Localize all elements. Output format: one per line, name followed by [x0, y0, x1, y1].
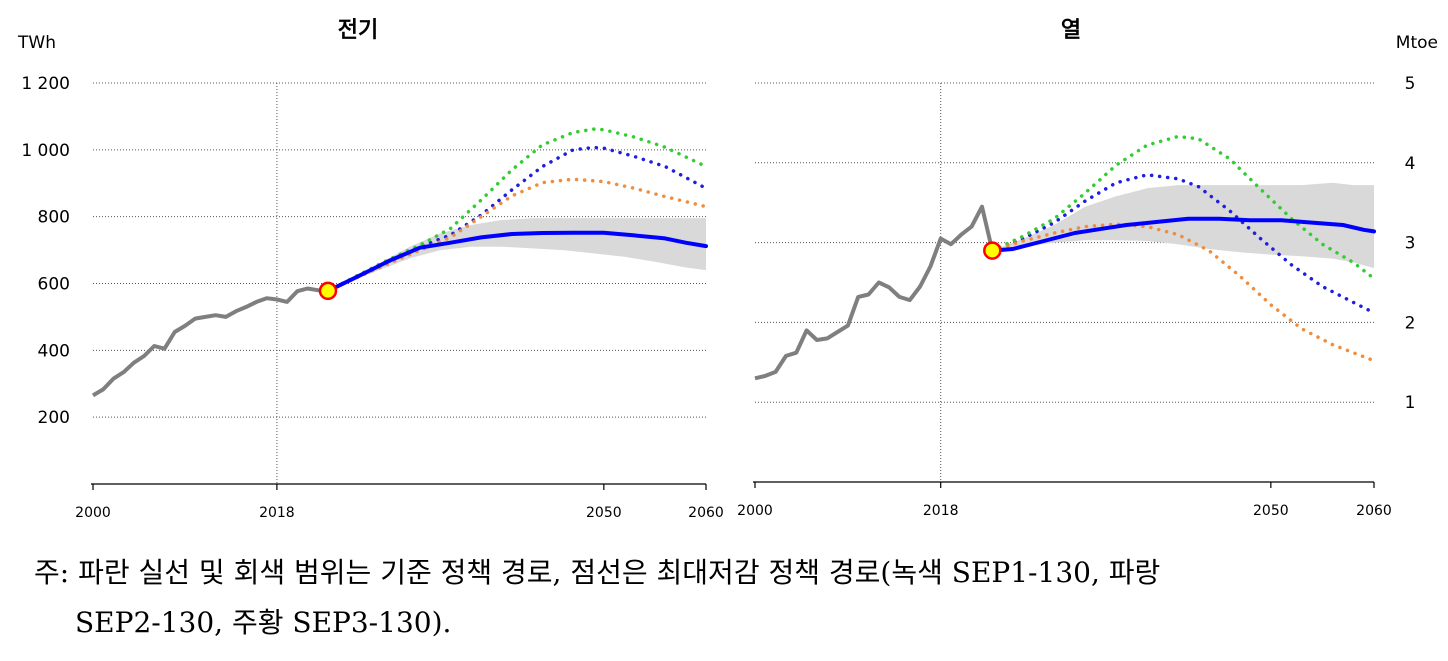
y-axis-unit: TWh [17, 33, 56, 53]
y-tick-label: 200 [38, 408, 70, 428]
y-tick-label: 1 [1405, 393, 1416, 413]
sep1-130-dotted-line [990, 134, 1376, 281]
sep3-130-dotted-line [990, 222, 1376, 363]
historical-line [754, 204, 995, 381]
x-tick-label: 2018 [923, 503, 959, 519]
y-tick-label: 5 [1405, 74, 1416, 94]
y-tick-label: 800 [38, 208, 70, 228]
y-tick-label: 2 [1405, 313, 1416, 333]
heat-panel: 열 Mtoe 1 2 3 4 5 2000 2018 2050 2060 [737, 18, 1438, 519]
y-tick-label: 3 [1405, 234, 1416, 254]
energy-chart: 전기 TWh 200 400 600 800 1 000 1 200 2000 2018 2050 2… [17, 18, 1438, 521]
y-axis-unit: Mtoe [1396, 33, 1438, 53]
x-tick-label: 2000 [75, 505, 111, 521]
y-tick-label: 1 000 [21, 141, 70, 161]
sep2-130-dotted-line [990, 173, 1376, 315]
base-year-marker [983, 241, 1002, 260]
chart-title: 전기 [338, 18, 378, 43]
footnote-line-1: 주: 파란 실선 및 회색 범위는 기준 정책 경로, 점선은 최대저감 정책 … [34, 556, 1161, 589]
base-policy-line [326, 230, 708, 293]
y-tick-label: 400 [38, 341, 70, 361]
base-policy-line [990, 216, 1376, 253]
x-tick-label: 2060 [1356, 503, 1392, 519]
x-tick-label: 2000 [737, 503, 773, 519]
base-policy-range-band [328, 218, 706, 291]
x-tick-label: 2018 [259, 505, 295, 521]
footnote: 주: 파란 실선 및 회색 범위는 기준 정책 경로, 점선은 최대저감 정책 … [34, 548, 1439, 648]
x-tick-label: 2050 [586, 505, 622, 521]
base-year-marker [318, 281, 338, 301]
y-tick-label: 4 [1405, 154, 1416, 174]
x-tick-label: 2060 [688, 505, 724, 521]
chart-title: 열 [1061, 18, 1081, 43]
historical-line [91, 286, 329, 398]
y-tick-label: 1 200 [21, 74, 70, 94]
base-policy-range-band [992, 182, 1374, 269]
electricity-panel: 전기 TWh 200 400 600 800 1 000 1 200 2000 2018 2050 2… [17, 18, 724, 521]
x-tick-label: 2050 [1253, 503, 1289, 519]
footnote-line-2: SEP2-130, 주황 SEP3-130). [75, 606, 452, 639]
y-tick-label: 600 [38, 275, 70, 295]
